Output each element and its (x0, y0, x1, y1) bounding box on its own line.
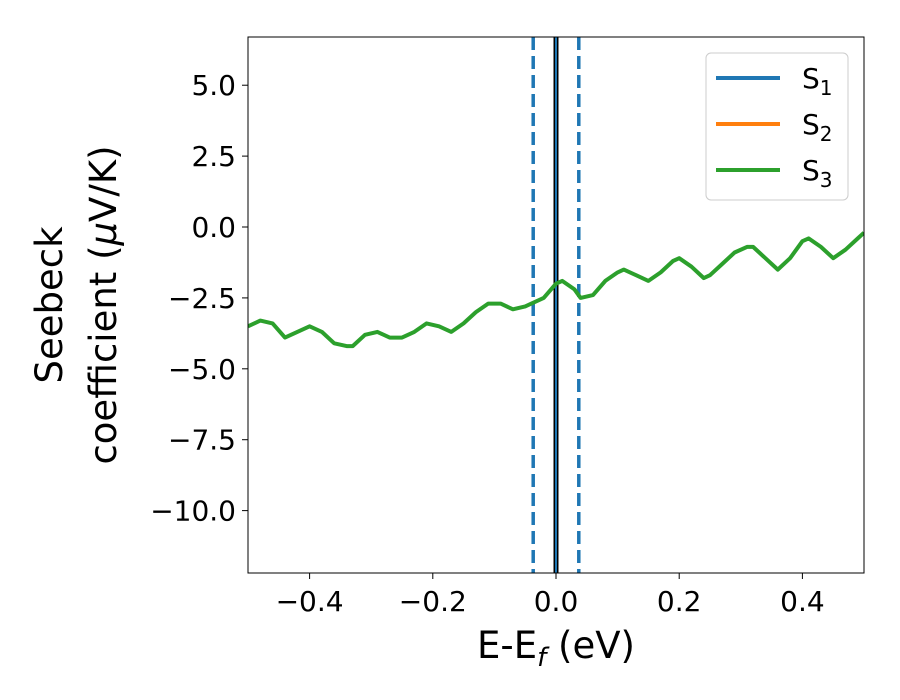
x-axis-label: E-Ef (eV) (477, 624, 635, 673)
y-axis-label-line2: coefficient (μV/K) (82, 145, 125, 464)
y-axis-label: Seebeck coefficient (μV/K) (28, 145, 125, 464)
legend: S1 S2 S3 (705, 52, 849, 201)
x-tick-label: 0.2 (657, 585, 702, 618)
plot-layer (248, 37, 864, 573)
y-tick-label: −5.0 (168, 353, 236, 386)
y-tick-label: −10.0 (150, 495, 236, 528)
series-line-s3 (248, 231, 864, 349)
legend-label-s3: S3 (802, 154, 833, 192)
y-tick-label: 2.5 (191, 140, 236, 173)
plot-frame (247, 36, 865, 574)
x-tick-label: 0.0 (534, 585, 579, 618)
x-tick-label: −0.2 (399, 585, 467, 618)
legend-box (705, 52, 849, 201)
legend-label-s2: S2 (802, 108, 833, 146)
x-tick-label: −0.4 (276, 585, 344, 618)
x-tick-label: 0.4 (780, 585, 825, 618)
legend-label-s1: S1 (802, 62, 833, 100)
y-tick-label: 5.0 (191, 69, 236, 102)
y-tick-label: −7.5 (168, 424, 236, 457)
y-tick-label: 0.0 (191, 211, 236, 244)
y-axis-label-line1: Seebeck (28, 226, 71, 384)
legend-items: S1 S2 S3 (716, 62, 833, 192)
y-axis: 5.0 2.5 0.0 −2.5 −5.0 −7.5 −10.0 (150, 69, 248, 528)
x-axis: −0.4 −0.2 0.0 0.2 0.4 (276, 573, 825, 618)
y-tick-label: −2.5 (168, 282, 236, 315)
